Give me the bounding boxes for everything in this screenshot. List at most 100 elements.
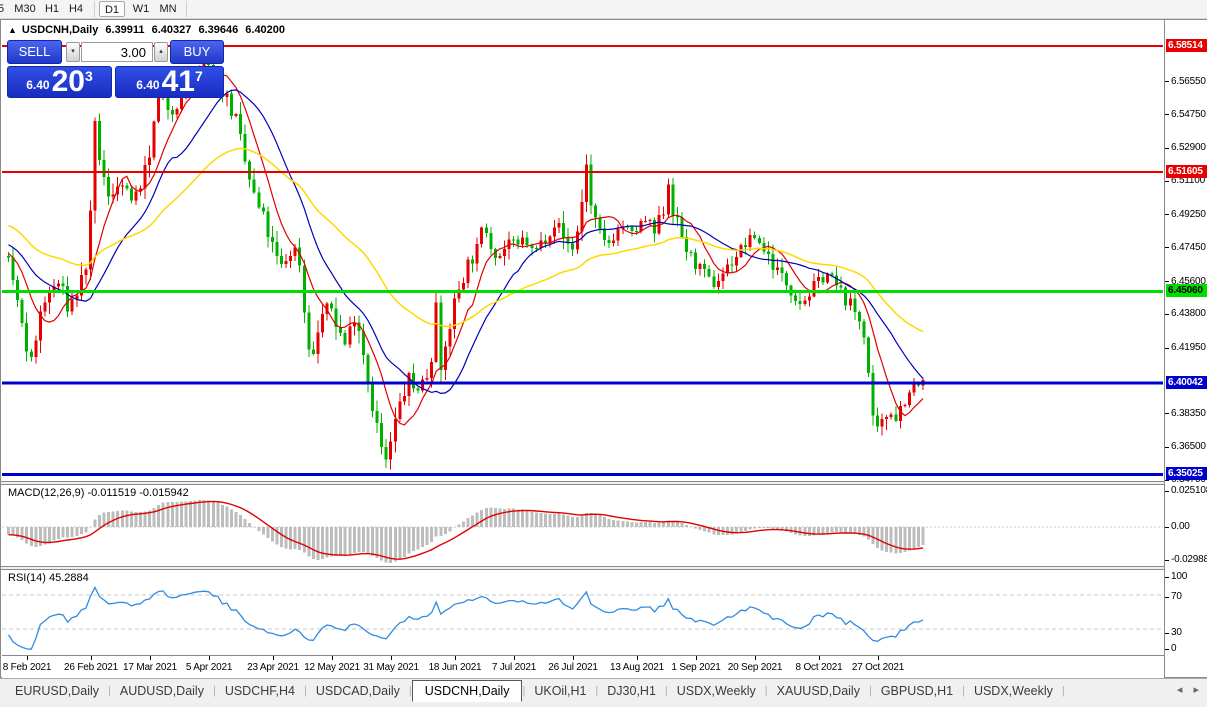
tab-separator: | xyxy=(1061,684,1065,697)
tab-scroll-right-icon[interactable]: ▸ xyxy=(1193,684,1199,696)
volume-input[interactable] xyxy=(81,42,153,62)
ohlc-low: 6.39646 xyxy=(198,24,239,36)
date-tick-mark xyxy=(332,656,333,660)
one-click-trade-panel: SELL ▾ ▴ BUY 6.40 20 3 6.40 41 7 xyxy=(7,40,224,98)
timeframe-button-M30[interactable]: M30 xyxy=(14,3,36,15)
price-tick-mark xyxy=(1165,147,1169,149)
tab-scroll-arrows: ◂ ▸ xyxy=(1169,683,1199,696)
chart-title: ▲ USDCNH,Daily 6.39911 6.40327 6.39646 6.… xyxy=(8,24,289,36)
price-tick-mark xyxy=(1165,347,1169,349)
price-tick-mark xyxy=(1165,81,1169,83)
price-level-tag: 6.40042 xyxy=(1166,375,1207,389)
volume-decrease-button[interactable]: ▾ xyxy=(66,42,80,62)
volume-increase-button[interactable]: ▴ xyxy=(154,42,168,62)
sell-button[interactable]: SELL xyxy=(7,40,62,64)
price-level-tag: 6.51605 xyxy=(1166,165,1207,178)
indicator-tick-label: 0.025108 xyxy=(1171,485,1207,496)
date-tick-mark xyxy=(819,656,820,660)
tab-scroll-left-icon[interactable]: ◂ xyxy=(1176,684,1183,696)
price-tick-label: 6.47450 xyxy=(1171,241,1206,253)
chevron-down-icon: ▾ xyxy=(71,48,75,55)
price-tick-mark xyxy=(1165,413,1169,415)
date-label: 23 Apr 2021 xyxy=(247,662,299,673)
price-tick-label: 6.52900 xyxy=(1171,142,1206,154)
ohlc-close: 6.40200 xyxy=(245,24,286,36)
indicator-tick-mark xyxy=(1165,526,1169,528)
ohlc-open: 6.39911 xyxy=(105,24,145,36)
pane-splitter-rsi[interactable] xyxy=(1,566,1206,570)
sell-price-big: 20 xyxy=(51,65,85,98)
chart-canvas[interactable] xyxy=(2,20,1163,655)
tab-xauusd-daily[interactable]: XAUUSD,Daily xyxy=(776,683,860,698)
indicator-tick-mark xyxy=(1165,576,1169,578)
price-tick-label: 6.36500 xyxy=(1171,441,1206,453)
pane-splitter-macd[interactable] xyxy=(1,481,1206,485)
sell-price-small: 6.40 xyxy=(26,78,50,92)
sell-price-display[interactable]: 6.40 20 3 xyxy=(7,66,112,98)
tab-separator: | xyxy=(664,684,668,697)
date-tick-mark xyxy=(455,656,456,660)
date-tick-mark xyxy=(391,656,392,660)
chevron-up-icon: ▴ xyxy=(159,48,163,55)
price-level-tag: 6.58514 xyxy=(1166,39,1207,52)
tab-dj30-h1[interactable]: DJ30,H1 xyxy=(607,683,656,698)
tab-usdcad-daily[interactable]: USDCAD,Daily xyxy=(315,683,400,698)
tab-separator: | xyxy=(868,684,872,697)
indicator-tick-mark xyxy=(1165,559,1169,561)
tab-ukoil-h1[interactable]: UKOil,H1 xyxy=(534,683,587,698)
buy-price-display[interactable]: 6.40 41 7 xyxy=(115,66,224,98)
tab-separator: | xyxy=(108,684,111,697)
tab-separator: | xyxy=(595,684,599,697)
price-tick-label: 6.54750 xyxy=(1171,108,1206,120)
date-label: 8 Oct 2021 xyxy=(795,662,843,673)
collapse-ohlc-icon[interactable]: ▲ xyxy=(8,25,17,35)
indicator-tick-mark xyxy=(1165,596,1169,598)
indicator-tick-label: 0 xyxy=(1171,643,1177,654)
tab-audusd-daily[interactable]: AUDUSD,Daily xyxy=(119,683,204,698)
tab-usdchf-h4[interactable]: USDCHF,H4 xyxy=(224,683,295,698)
toolbar-separator xyxy=(186,1,187,17)
buy-price-small: 6.40 xyxy=(136,78,160,92)
price-tick-mark xyxy=(1165,114,1169,116)
timeframe-button-W1[interactable]: W1 xyxy=(132,3,150,15)
date-label: 27 Oct 2021 xyxy=(851,662,905,673)
tab-usdx-weekly[interactable]: USDX,Weekly xyxy=(973,683,1053,698)
indicator-tick-mark xyxy=(1165,632,1169,634)
timeframe-button-H1[interactable]: H1 xyxy=(44,3,60,15)
date-label: 26 Jul 2021 xyxy=(548,662,598,673)
price-tick-label: 6.43800 xyxy=(1171,308,1206,320)
tab-separator: | xyxy=(408,684,412,697)
tab-usdcnh-daily[interactable]: USDCNH,Daily xyxy=(411,679,523,702)
date-tick-mark xyxy=(573,656,574,660)
date-label: 13 Aug 2021 xyxy=(610,662,664,673)
indicator-tick-mark xyxy=(1165,490,1169,492)
date-label: 26 Feb 2021 xyxy=(64,662,118,673)
date-label: 7 Jul 2021 xyxy=(491,662,537,673)
timeframe-button-H4[interactable]: H4 xyxy=(68,3,84,15)
tab-eurusd-daily[interactable]: EURUSD,Daily xyxy=(15,683,100,698)
timeframe-button-MN[interactable]: MN xyxy=(159,3,177,15)
date-label: 17 Mar 2021 xyxy=(123,662,177,673)
indicator-tick-label: -0.029885 xyxy=(1171,554,1207,565)
price-tick-label: 6.41950 xyxy=(1171,342,1206,354)
tab-separator: | xyxy=(962,684,965,697)
date-label: 20 Sep 2021 xyxy=(727,662,783,673)
tab-usdx-weekly[interactable]: USDX,Weekly xyxy=(676,683,756,698)
price-tick-label: 6.45600 xyxy=(1171,275,1206,287)
tab-separator: | xyxy=(212,684,216,697)
rsi-label: RSI(14) 45.2884 xyxy=(8,572,89,584)
buy-button[interactable]: BUY xyxy=(170,40,224,64)
chart-tab-bar: EURUSD,Daily | AUDUSD,Daily | USDCHF,H4 | USDC… xyxy=(0,678,1207,702)
price-axis[interactable]: 6.56550 6.54750 6.52900 6.51100 6.49250 6.474… xyxy=(1164,20,1207,677)
indicator-tick-label: 0.00 xyxy=(1171,521,1190,532)
date-tick-mark xyxy=(878,656,879,660)
date-label: 31 May 2021 xyxy=(363,662,419,673)
tab-gbpusd-h1[interactable]: GBPUSD,H1 xyxy=(880,683,954,698)
date-tick-mark xyxy=(696,656,697,660)
time-axis[interactable]: 8 Feb 2021 26 Feb 2021 17 Mar 2021 5 Apr 20… xyxy=(2,655,1164,678)
tab-separator: | xyxy=(303,684,307,697)
price-tick-mark xyxy=(1165,281,1169,283)
timeframe-button-D1[interactable]: D1 xyxy=(99,1,125,17)
timeframe-button-5[interactable]: 5 xyxy=(0,3,5,15)
